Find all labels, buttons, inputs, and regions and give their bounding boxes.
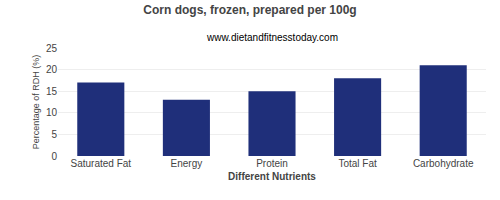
svg-text:Total Fat: Total Fat <box>338 158 377 169</box>
svg-text:Different Nutrients: Different Nutrients <box>228 171 316 182</box>
svg-text:www.dietandfitnesstoday.com: www.dietandfitnesstoday.com <box>206 32 338 43</box>
svg-text:Saturated Fat: Saturated Fat <box>71 158 132 169</box>
svg-text:Percentage of RDH (%): Percentage of RDH (%) <box>31 55 41 150</box>
svg-text:20: 20 <box>46 64 58 75</box>
svg-text:0: 0 <box>51 151 57 162</box>
svg-text:Corn dogs, frozen, prepared pe: Corn dogs, frozen, prepared per 100g <box>143 3 356 17</box>
svg-text:Carbohydrate: Carbohydrate <box>413 158 474 169</box>
svg-text:25: 25 <box>46 43 58 54</box>
svg-text:Energy: Energy <box>171 158 203 169</box>
svg-text:10: 10 <box>46 107 58 118</box>
svg-text:5: 5 <box>51 129 57 140</box>
svg-text:Protein: Protein <box>256 158 288 169</box>
svg-text:15: 15 <box>46 86 58 97</box>
